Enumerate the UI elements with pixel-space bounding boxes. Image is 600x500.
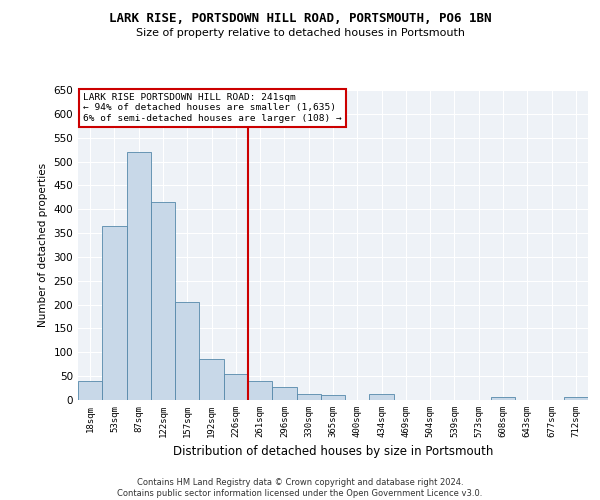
Bar bbox=[78, 381, 102, 400]
Bar bbox=[321, 395, 345, 400]
Bar bbox=[296, 394, 321, 400]
Bar bbox=[175, 302, 199, 400]
Text: Size of property relative to detached houses in Portsmouth: Size of property relative to detached ho… bbox=[136, 28, 464, 38]
Bar bbox=[102, 226, 127, 400]
Bar bbox=[491, 396, 515, 400]
Text: Contains HM Land Registry data © Crown copyright and database right 2024.
Contai: Contains HM Land Registry data © Crown c… bbox=[118, 478, 482, 498]
Bar bbox=[199, 360, 224, 400]
X-axis label: Distribution of detached houses by size in Portsmouth: Distribution of detached houses by size … bbox=[173, 446, 493, 458]
Bar bbox=[224, 374, 248, 400]
Bar bbox=[151, 202, 175, 400]
Y-axis label: Number of detached properties: Number of detached properties bbox=[38, 163, 48, 327]
Bar bbox=[370, 394, 394, 400]
Text: LARK RISE, PORTSDOWN HILL ROAD, PORTSMOUTH, PO6 1BN: LARK RISE, PORTSDOWN HILL ROAD, PORTSMOU… bbox=[109, 12, 491, 26]
Bar bbox=[564, 396, 588, 400]
Bar bbox=[127, 152, 151, 400]
Bar bbox=[248, 381, 272, 400]
Bar bbox=[272, 387, 296, 400]
Text: LARK RISE PORTSDOWN HILL ROAD: 241sqm
← 94% of detached houses are smaller (1,63: LARK RISE PORTSDOWN HILL ROAD: 241sqm ← … bbox=[83, 93, 342, 123]
